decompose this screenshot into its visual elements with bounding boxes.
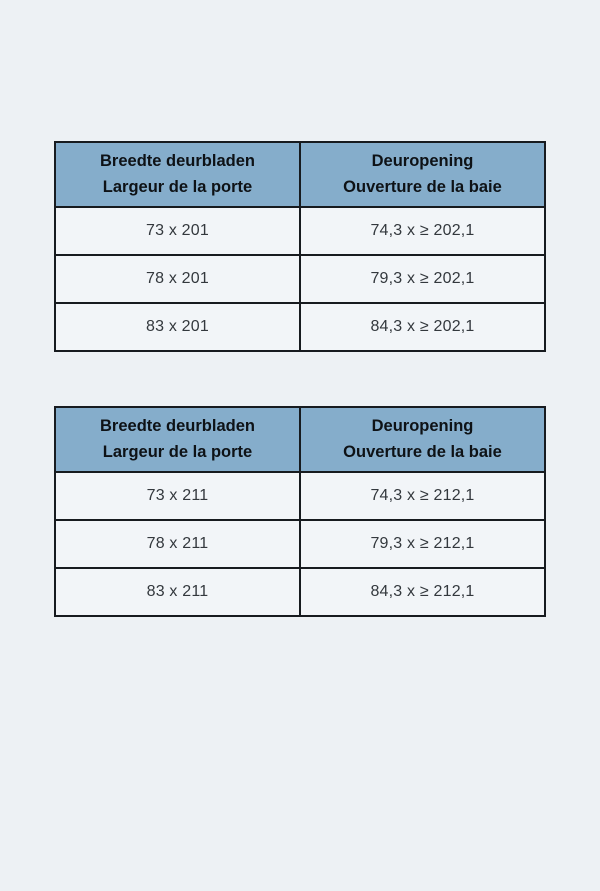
cell-door-width: 83 x 211 [54, 567, 301, 617]
header-cell-opening: Deuropening Ouverture de la baie [299, 141, 546, 208]
header-cell-door-width: Breedte deurbladen Largeur de la porte [54, 406, 301, 473]
door-dimensions-table-211: Breedte deurbladen Largeur de la porte D… [54, 406, 546, 617]
table-row: 78 x 211 79,3 x ≥ 212,1 [54, 519, 546, 569]
header-line-fr: Ouverture de la baie [343, 442, 502, 461]
cell-opening: 79,3 x ≥ 212,1 [299, 519, 546, 569]
header-line-nl: Deuropening [371, 416, 474, 435]
header-line-fr: Ouverture de la baie [343, 177, 502, 196]
header-cell-opening: Deuropening Ouverture de la baie [299, 406, 546, 473]
cell-opening: 74,3 x ≥ 212,1 [299, 471, 546, 521]
cell-opening: 84,3 x ≥ 202,1 [299, 302, 546, 352]
cell-opening: 74,3 x ≥ 202,1 [299, 206, 546, 256]
cell-opening: 84,3 x ≥ 212,1 [299, 567, 546, 617]
table-header-row: Breedte deurbladen Largeur de la porte D… [54, 406, 546, 473]
header-cell-door-width: Breedte deurbladen Largeur de la porte [54, 141, 301, 208]
table-row: 83 x 201 84,3 x ≥ 202,1 [54, 302, 546, 352]
header-line-nl: Deuropening [371, 151, 474, 170]
header-line-nl: Breedte deurbladen [100, 416, 255, 435]
cell-door-width: 73 x 201 [54, 206, 301, 256]
cell-door-width: 73 x 211 [54, 471, 301, 521]
table-row: 73 x 211 74,3 x ≥ 212,1 [54, 471, 546, 521]
table-header-row: Breedte deurbladen Largeur de la porte D… [54, 141, 546, 208]
header-line-nl: Breedte deurbladen [100, 151, 255, 170]
cell-door-width: 78 x 201 [54, 254, 301, 304]
table-header: Breedte deurbladen Largeur de la porte D… [54, 406, 546, 473]
table-header: Breedte deurbladen Largeur de la porte D… [54, 141, 546, 208]
cell-door-width: 83 x 201 [54, 302, 301, 352]
page: Breedte deurbladen Largeur de la porte D… [0, 141, 600, 891]
table-row: 78 x 201 79,3 x ≥ 202,1 [54, 254, 546, 304]
table-row: 83 x 211 84,3 x ≥ 212,1 [54, 567, 546, 617]
header-line-fr: Largeur de la porte [102, 442, 253, 461]
door-dimensions-table-201: Breedte deurbladen Largeur de la porte D… [54, 141, 546, 352]
cell-opening: 79,3 x ≥ 202,1 [299, 254, 546, 304]
header-line-fr: Largeur de la porte [102, 177, 253, 196]
cell-door-width: 78 x 211 [54, 519, 301, 569]
table-row: 73 x 201 74,3 x ≥ 202,1 [54, 206, 546, 256]
table-body: 73 x 211 74,3 x ≥ 212,1 78 x 211 79,3 x … [54, 471, 546, 617]
table-body: 73 x 201 74,3 x ≥ 202,1 78 x 201 79,3 x … [54, 206, 546, 352]
